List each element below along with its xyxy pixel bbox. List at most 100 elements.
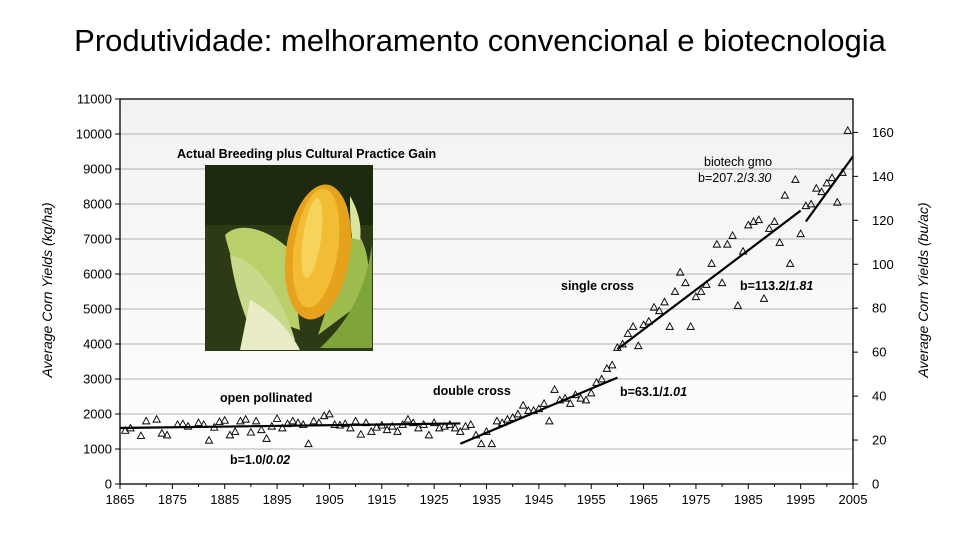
data-point (717, 278, 727, 287)
data-point (476, 439, 486, 448)
data-point (361, 418, 371, 427)
data-point (126, 423, 135, 432)
data-point (770, 216, 779, 225)
data-point (256, 425, 266, 434)
data-point (173, 419, 182, 428)
slide-title: Produtividade: melhoramento convencional… (74, 23, 886, 58)
data-point (728, 230, 737, 239)
y-tick-label: 6000 (83, 267, 112, 282)
data-point (576, 393, 586, 402)
y2-tick-label: 0 (872, 477, 879, 492)
data-point (492, 416, 502, 425)
data-point (429, 418, 439, 427)
data-point (560, 393, 570, 402)
data-point (366, 426, 376, 435)
data-point (314, 418, 324, 427)
data-point (194, 418, 203, 427)
data-point (571, 390, 580, 399)
inset-caption: Actual Breeding plus Cultural Practice G… (177, 147, 436, 161)
data-point (686, 321, 696, 330)
data-point (204, 435, 214, 444)
label-biotech-gmo: biotech gmo (704, 155, 772, 169)
data-point (330, 419, 340, 428)
data-point (618, 339, 627, 348)
data-point (471, 430, 481, 439)
y-tick-label: 5000 (83, 302, 112, 317)
data-point (796, 229, 806, 238)
corn-photo (205, 165, 373, 351)
data-point (377, 420, 387, 429)
data-points (120, 125, 853, 448)
data-point (262, 433, 271, 442)
data-point (733, 300, 743, 309)
data-point (822, 178, 832, 187)
y-axis-label-left: Average Corn Yields (kg/ha) (39, 202, 55, 378)
data-point (503, 414, 512, 423)
x-axis: 1865 1875 1885 1895 1905 1915 1925 1935 1945 1955… (106, 484, 867, 507)
label-double-cross: double cross (433, 384, 511, 398)
data-point (487, 439, 497, 448)
y-axis-label-right: Average Corn Yields (bu/ac) (915, 202, 931, 378)
data-point (351, 416, 360, 425)
data-point (455, 426, 465, 435)
data-point (722, 239, 732, 248)
data-point (581, 395, 591, 404)
data-point (759, 293, 769, 302)
data-point (215, 417, 224, 426)
data-point (236, 416, 245, 425)
data-point (220, 415, 230, 424)
data-point (712, 239, 722, 248)
data-point (246, 427, 256, 436)
equation-open-pollinated: b=1.0/0.02 (230, 453, 290, 467)
data-point (424, 430, 434, 439)
data-point (785, 258, 795, 267)
y-tick-label: 7000 (83, 232, 112, 247)
y2-tick-label: 20 (872, 433, 886, 448)
data-point (440, 421, 449, 430)
data-point (691, 292, 701, 301)
data-point (251, 416, 261, 425)
data-point (633, 341, 643, 350)
data-point (209, 422, 219, 431)
data-point (597, 374, 607, 383)
data-point (665, 321, 675, 330)
equation-biotech-gmo: b=207.2/3.30 (698, 171, 771, 185)
data-point (230, 426, 240, 435)
data-point (529, 405, 538, 414)
data-point (398, 419, 408, 428)
data-point (565, 398, 575, 407)
y2-tick-label: 120 (872, 213, 894, 228)
x-tick-label: 1965 (629, 492, 658, 507)
data-point (346, 423, 355, 432)
data-point (749, 216, 758, 225)
data-point (607, 360, 617, 369)
data-point (550, 384, 559, 393)
x-tick-label: 1895 (263, 492, 292, 507)
data-point (764, 223, 774, 232)
x-tick-label: 1945 (524, 492, 553, 507)
data-point (199, 419, 209, 428)
label-single-cross: single cross (561, 279, 634, 293)
y2-tick-label: 100 (872, 257, 894, 272)
y2-tick-label: 80 (872, 301, 886, 316)
data-point (675, 267, 685, 276)
data-point (838, 167, 847, 176)
data-point (272, 414, 282, 422)
data-point (539, 398, 549, 407)
data-point (628, 321, 638, 330)
y-tick-label: 3000 (83, 372, 112, 387)
data-point (817, 187, 826, 196)
data-point (544, 416, 554, 425)
x-tick-label: 1995 (786, 492, 815, 507)
x-tick-label: 1975 (681, 492, 710, 507)
data-point (141, 416, 151, 425)
data-point (801, 201, 811, 210)
data-point (707, 258, 717, 267)
x-tick-label: 1905 (315, 492, 344, 507)
y-tick-label: 4000 (83, 337, 112, 352)
y-tick-label: 9000 (83, 162, 112, 177)
trend-line (804, 155, 854, 223)
x-tick-label: 1925 (420, 492, 449, 507)
y-tick-label: 2000 (83, 407, 112, 422)
data-point (304, 439, 313, 448)
